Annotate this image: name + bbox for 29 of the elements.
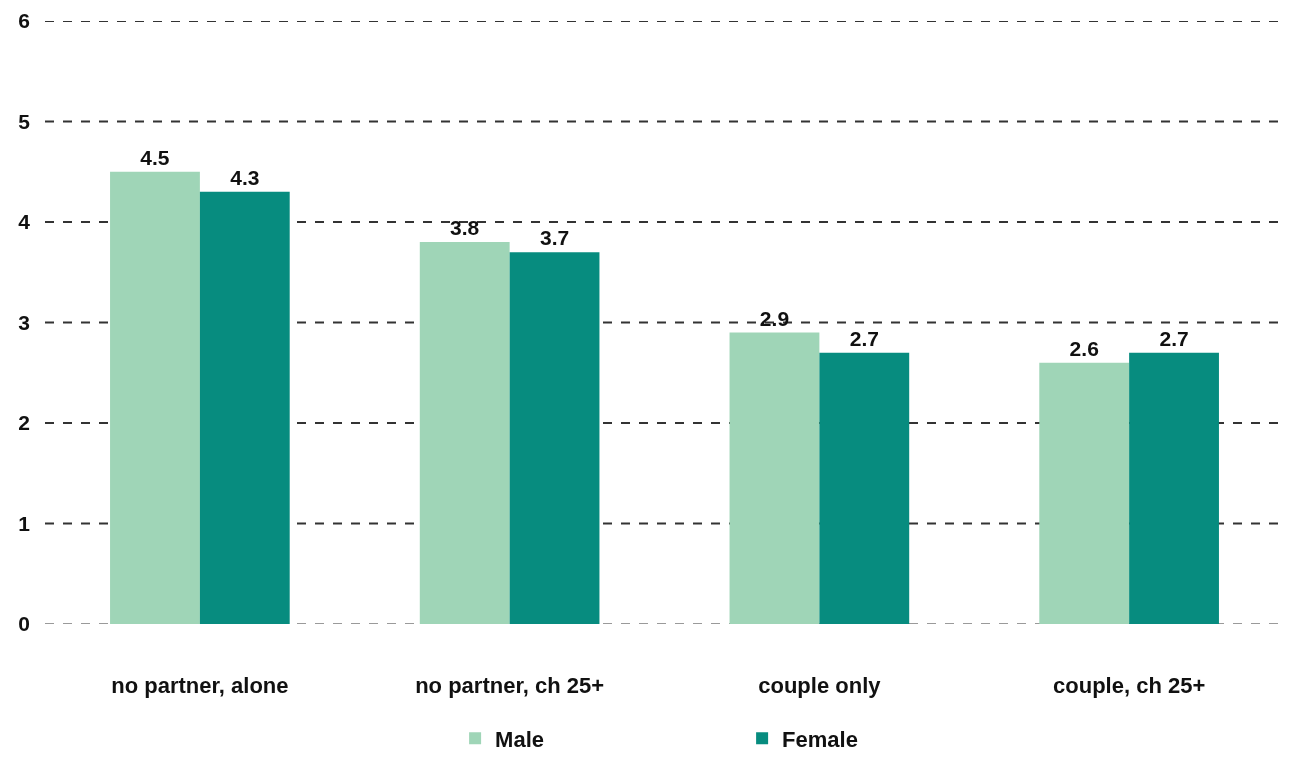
y-tick-label: 0: [18, 612, 30, 636]
y-tick-label: 3: [18, 310, 30, 334]
data-label: 2.7: [1159, 326, 1189, 350]
x-tick-label: no partner, alone: [111, 673, 289, 698]
bar: [1129, 352, 1219, 624]
bar: [419, 242, 510, 624]
y-tick-label: 5: [18, 109, 31, 133]
bar: [199, 191, 290, 624]
bar: [1039, 362, 1130, 624]
data-label: 3.7: [539, 226, 570, 250]
data-label: 2.9: [759, 306, 790, 330]
x-tick-label: no partner, ch 25+: [415, 673, 605, 698]
data-label: 2.6: [1069, 336, 1099, 360]
y-tick-label: 1: [18, 511, 31, 535]
y-tick-label: 6: [18, 9, 30, 33]
y-tick-label: 2: [18, 411, 30, 435]
legend-label: Female: [782, 726, 858, 752]
data-label: 2.7: [849, 326, 879, 350]
bar: [729, 332, 820, 624]
data-label: 3.8: [449, 216, 480, 240]
x-tick-label: couple, ch 25+: [1053, 673, 1206, 698]
bar: [819, 352, 910, 624]
data-label: 4.3: [230, 165, 260, 189]
bar: [110, 171, 200, 624]
y-tick-label: 4: [18, 210, 31, 234]
data-label: 4.5: [140, 145, 170, 169]
legend-label: Male: [495, 726, 545, 752]
x-tick-label: couple only: [758, 673, 882, 698]
bar: [509, 252, 600, 624]
